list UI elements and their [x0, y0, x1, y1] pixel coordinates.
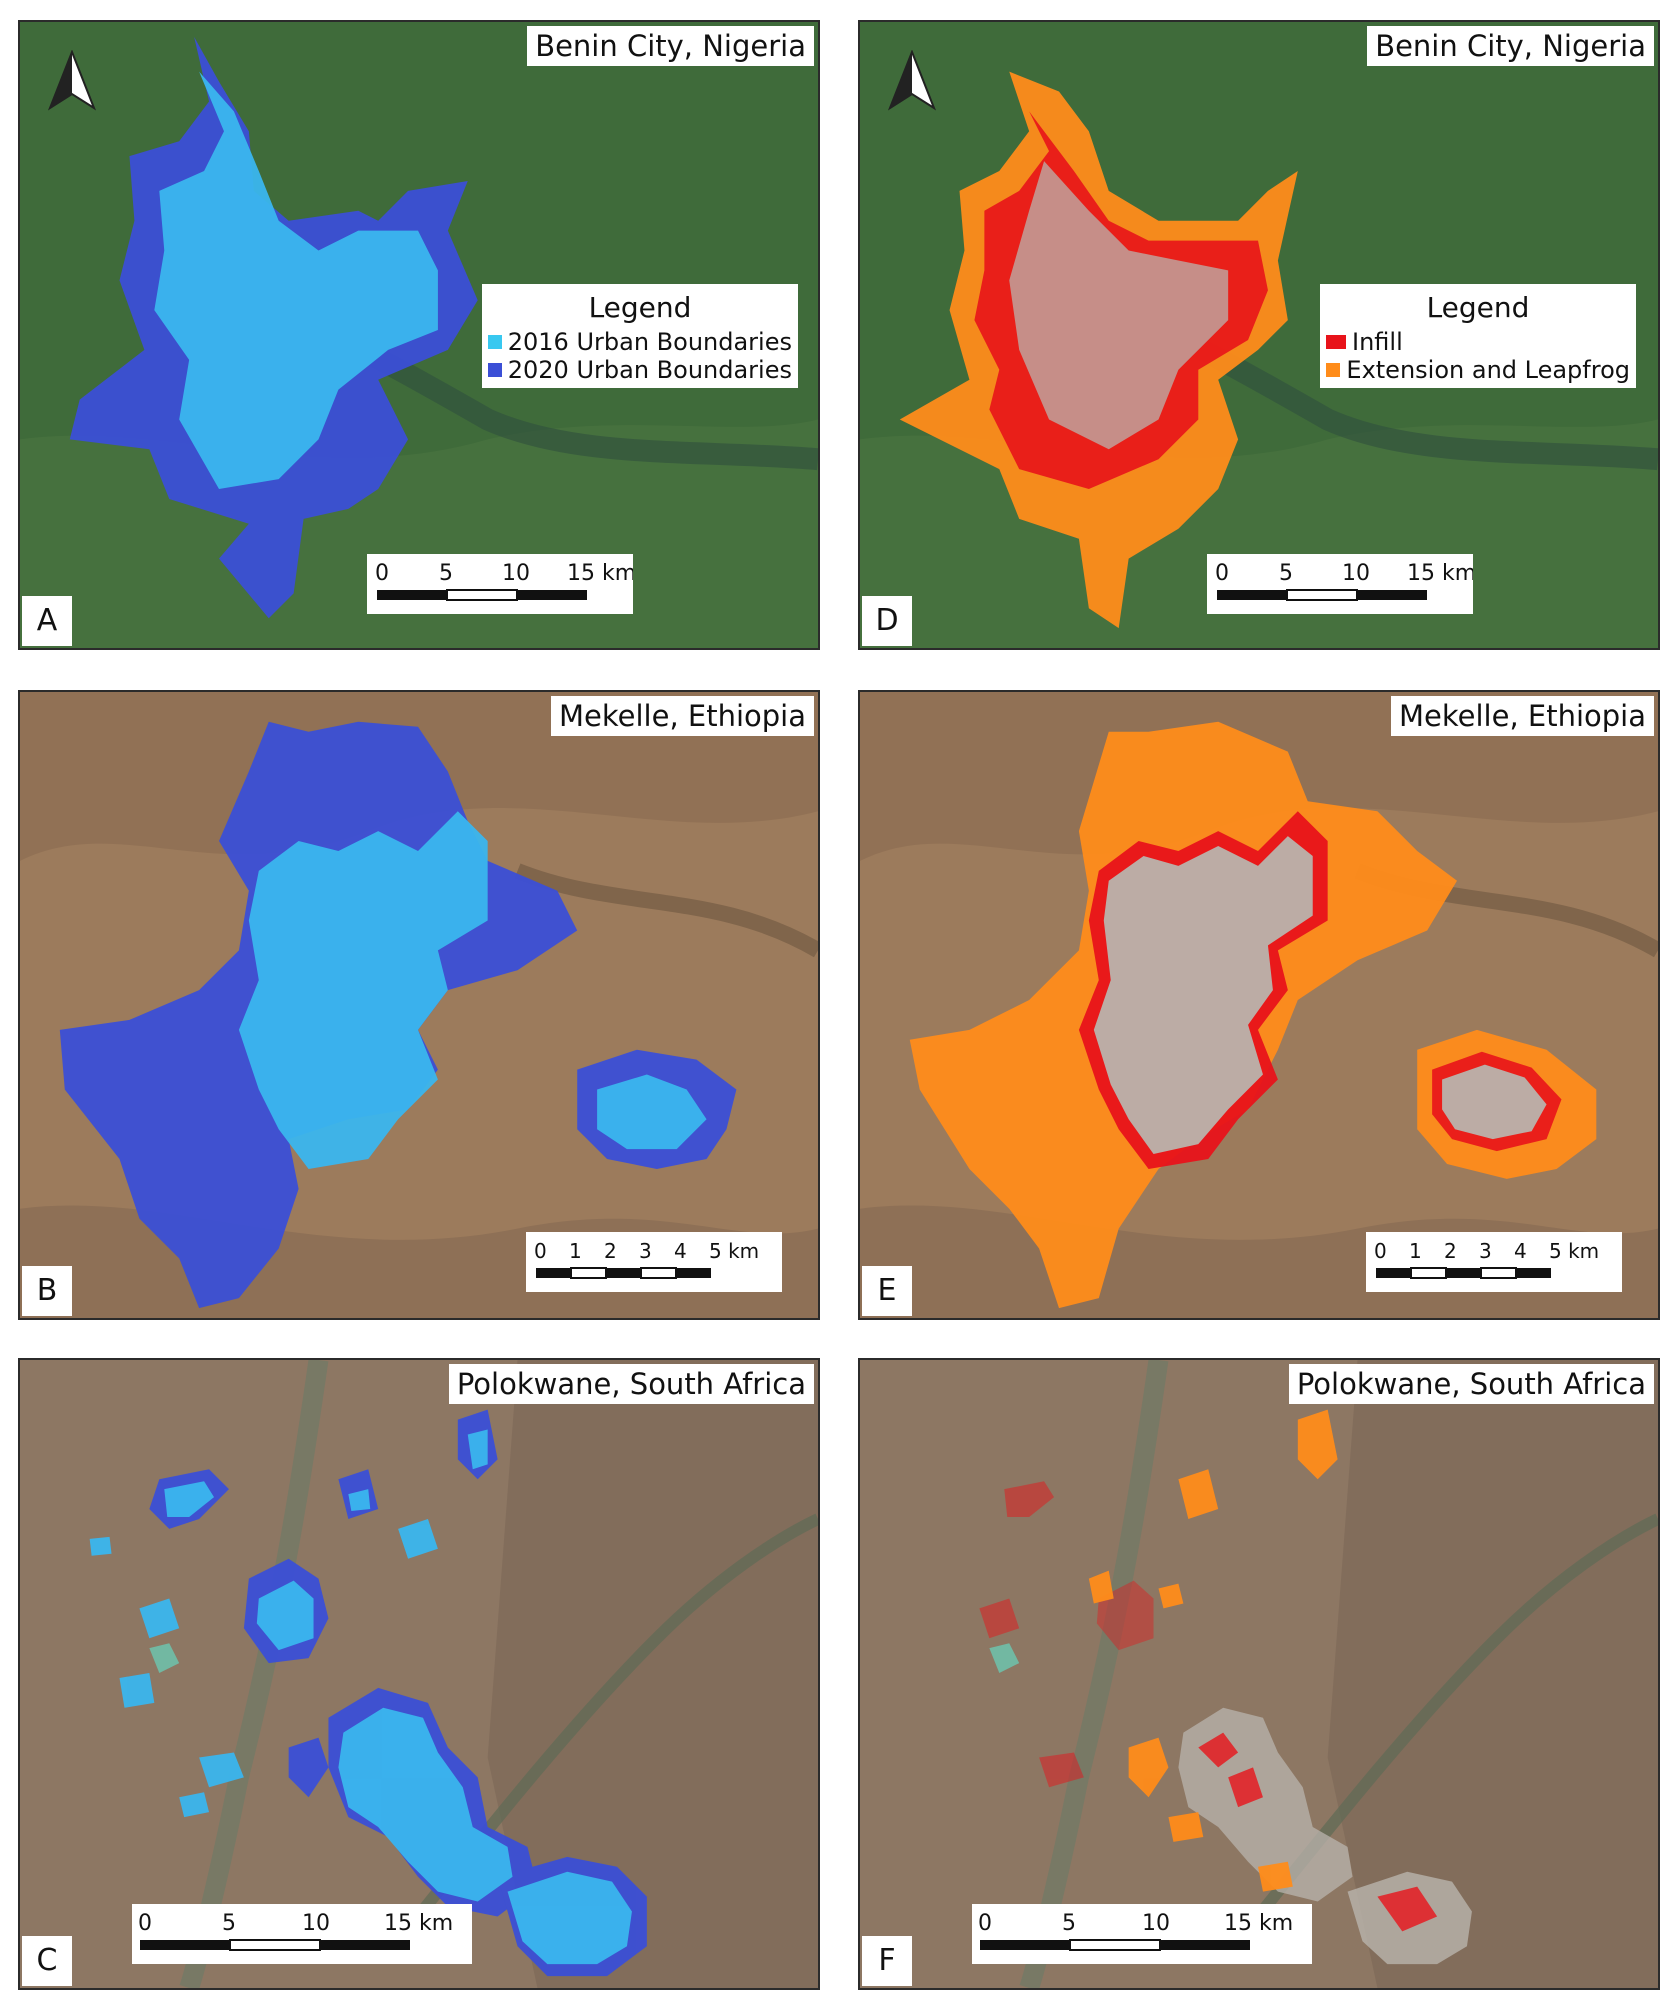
scale-label: 0 [138, 1911, 152, 1936]
scale-label: 5 km [1549, 1239, 1599, 1263]
scale-label: 3 [639, 1239, 652, 1263]
map-panel-c: Polokwane, South Africa 0 5 10 15 km C [18, 1358, 820, 1990]
legend-swatch [1326, 363, 1341, 377]
scale-bar-b: 0 1 2 3 4 5 km [526, 1232, 782, 1292]
scale-label: 15 km [1224, 1911, 1293, 1936]
panel-letter: D [862, 596, 912, 646]
scale-bar-f: 0 5 10 15 km [972, 1904, 1312, 1964]
built-up-area [1093, 836, 1313, 1155]
map-title: Benin City, Nigeria [527, 26, 814, 66]
scale-bar-a: 0 5 10 15 km [367, 554, 633, 614]
legend-swatch [488, 335, 502, 349]
scale-label: 1 [1409, 1239, 1422, 1263]
panel-letter: B [22, 1266, 72, 1316]
scale-label: 10 [302, 1911, 330, 1936]
legend-item: Extension and Leapfrog [1326, 356, 1630, 384]
scale-label: 0 [375, 561, 389, 586]
infill-shape [979, 1481, 1438, 1932]
satellite-map-f [860, 1360, 1658, 1988]
scale-label: 15 km [1407, 561, 1473, 586]
legend-swatch [1326, 335, 1346, 349]
scale-label: 0 [978, 1911, 992, 1936]
map-panel-a: Benin City, Nigeria Legend 2016 Urban Bo… [18, 20, 820, 650]
scale-label: 10 [1142, 1911, 1170, 1936]
panel-letter: E [862, 1266, 912, 1316]
scale-label: 0 [1374, 1239, 1387, 1263]
map-title: Benin City, Nigeria [1367, 26, 1654, 66]
built-up-area [1009, 161, 1229, 450]
satellite-map-b [20, 692, 818, 1318]
scale-label: 5 [1279, 561, 1293, 586]
map-panel-d: Benin City, Nigeria Legend Infill Extens… [858, 20, 1660, 650]
panel-letter: A [22, 596, 72, 646]
scale-label: 5 [222, 1911, 236, 1936]
map-title: Mekelle, Ethiopia [551, 696, 814, 736]
map-panel-b: Mekelle, Ethiopia 0 1 2 3 4 5 km B [18, 690, 820, 1320]
legend-item: Infill [1326, 328, 1630, 356]
scale-label: 5 [1062, 1911, 1076, 1936]
panel-letter: C [22, 1936, 72, 1986]
scale-label: 15 km [567, 561, 633, 586]
map-title: Mekelle, Ethiopia [1391, 696, 1654, 736]
north-arrow-icon [47, 50, 97, 111]
scale-label: 0 [1215, 561, 1229, 586]
boundary-2016-shape [238, 811, 488, 1169]
scale-label: 5 km [709, 1239, 759, 1263]
scale-label: 15 km [384, 1911, 453, 1936]
legend-item: 2016 Urban Boundaries [488, 328, 792, 356]
scale-label: 4 [1514, 1239, 1527, 1263]
legend-a: Legend 2016 Urban Boundaries 2020 Urban … [482, 284, 798, 388]
scale-label: 4 [674, 1239, 687, 1263]
scale-label: 3 [1479, 1239, 1492, 1263]
legend-title: Legend [588, 291, 692, 324]
scale-label: 1 [569, 1239, 582, 1263]
map-panel-e: Mekelle, Ethiopia 0 1 2 3 4 5 km E [858, 690, 1660, 1320]
scale-label: 2 [604, 1239, 617, 1263]
boundary-2016-shape [89, 1429, 632, 1965]
scale-bar-d: 0 5 10 15 km [1207, 554, 1473, 614]
scale-bar-e: 0 1 2 3 4 5 km [1366, 1232, 1622, 1292]
boundary-2016-shape [154, 71, 438, 490]
map-panel-f: Polokwane, South Africa 0 5 10 15 km F [858, 1358, 1660, 1990]
scale-bar-c: 0 5 10 15 km [132, 1904, 472, 1964]
scale-label: 0 [534, 1239, 547, 1263]
legend-item: 2020 Urban Boundaries [488, 356, 792, 384]
north-arrow-icon [887, 50, 937, 111]
panel-letter: F [862, 1936, 912, 1986]
scale-label: 10 [1342, 561, 1370, 586]
legend-swatch [488, 363, 502, 377]
extension-leapfrog-shape [1088, 1409, 1338, 1892]
legend-d: Legend Infill Extension and Leapfrog [1320, 284, 1636, 388]
satellite-map-e [860, 692, 1658, 1318]
scale-label: 5 [439, 561, 453, 586]
legend-title: Legend [1426, 291, 1530, 324]
scale-label: 10 [502, 561, 530, 586]
map-title: Polokwane, South Africa [448, 1364, 814, 1404]
scale-label: 2 [1444, 1239, 1457, 1263]
map-title: Polokwane, South Africa [1288, 1364, 1654, 1404]
satellite-map-c [20, 1360, 818, 1988]
